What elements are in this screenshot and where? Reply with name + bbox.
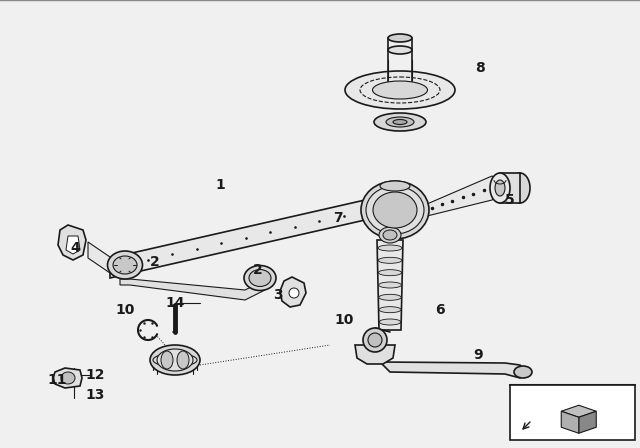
Polygon shape (110, 200, 375, 278)
Ellipse shape (244, 266, 276, 290)
Polygon shape (280, 277, 306, 307)
Polygon shape (53, 368, 82, 388)
Polygon shape (500, 173, 520, 203)
Text: 4: 4 (70, 241, 80, 255)
Text: 9: 9 (473, 348, 483, 362)
Text: 1: 1 (215, 178, 225, 192)
Ellipse shape (366, 186, 424, 234)
Text: 8: 8 (475, 61, 485, 75)
Text: 2: 2 (150, 255, 160, 269)
Ellipse shape (373, 192, 417, 228)
Text: 3: 3 (273, 288, 283, 302)
Polygon shape (66, 236, 80, 254)
Ellipse shape (249, 270, 271, 287)
Polygon shape (355, 345, 395, 364)
Polygon shape (380, 362, 525, 378)
Ellipse shape (386, 117, 414, 127)
Ellipse shape (510, 173, 530, 203)
Ellipse shape (153, 353, 197, 366)
Ellipse shape (374, 113, 426, 131)
Ellipse shape (379, 307, 401, 313)
Text: 13: 13 (85, 388, 105, 402)
Text: 12: 12 (85, 368, 105, 382)
Ellipse shape (379, 282, 401, 288)
Ellipse shape (379, 319, 401, 325)
Polygon shape (377, 240, 403, 330)
Polygon shape (120, 279, 265, 300)
Polygon shape (423, 176, 498, 220)
Circle shape (363, 328, 387, 352)
Ellipse shape (161, 351, 173, 369)
Ellipse shape (157, 349, 193, 371)
Polygon shape (58, 225, 86, 260)
Ellipse shape (61, 372, 75, 384)
Ellipse shape (378, 245, 402, 251)
Ellipse shape (388, 34, 412, 42)
Ellipse shape (177, 351, 189, 369)
Ellipse shape (372, 81, 428, 99)
Text: 7: 7 (333, 211, 343, 225)
Ellipse shape (379, 294, 401, 300)
Ellipse shape (383, 230, 397, 240)
Ellipse shape (379, 227, 401, 243)
Circle shape (368, 333, 382, 347)
Circle shape (289, 288, 299, 298)
Text: 6: 6 (435, 303, 445, 317)
Ellipse shape (495, 180, 505, 196)
Ellipse shape (388, 46, 412, 54)
Ellipse shape (378, 270, 402, 276)
Ellipse shape (490, 173, 510, 203)
Ellipse shape (380, 181, 410, 191)
Ellipse shape (378, 257, 402, 263)
Text: 11: 11 (47, 373, 67, 387)
Polygon shape (561, 405, 596, 417)
Ellipse shape (150, 345, 200, 375)
Text: 5: 5 (505, 193, 515, 207)
Text: 14: 14 (165, 296, 185, 310)
Ellipse shape (113, 256, 137, 274)
Text: 2: 2 (253, 263, 263, 277)
Ellipse shape (160, 363, 190, 372)
Text: 10: 10 (334, 313, 354, 327)
Ellipse shape (345, 71, 455, 109)
Ellipse shape (514, 366, 532, 378)
Polygon shape (88, 242, 110, 273)
Ellipse shape (393, 120, 407, 125)
Ellipse shape (157, 358, 193, 370)
Ellipse shape (361, 181, 429, 239)
Ellipse shape (108, 251, 143, 279)
Text: 10: 10 (115, 303, 134, 317)
Polygon shape (579, 411, 596, 433)
Polygon shape (561, 411, 579, 433)
Bar (510, 385, 635, 440)
